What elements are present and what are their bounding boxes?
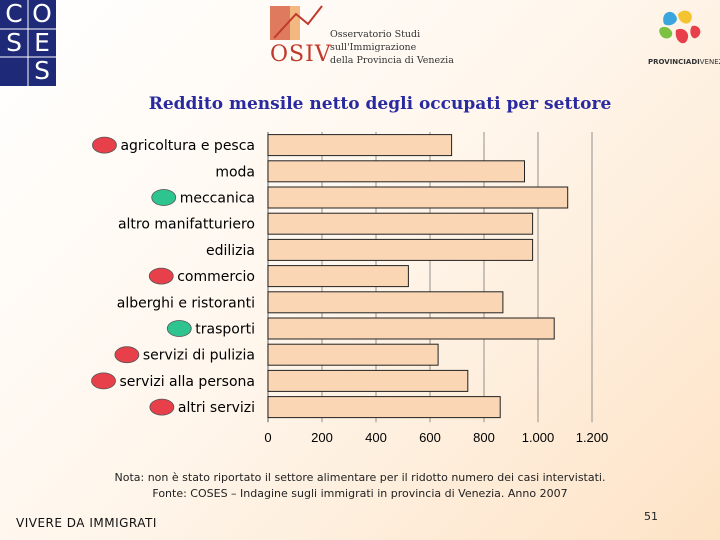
- osiv-line-3: della Provincia di Venezia: [330, 55, 454, 66]
- osiv-line-2: sull'Immigrazione: [330, 42, 417, 53]
- coses-letter-c: C: [5, 0, 23, 28]
- category-label: moda: [215, 164, 255, 180]
- osiv-word: OSIV: [270, 42, 332, 67]
- category-marker-icon: [151, 189, 177, 206]
- x-tick-label: 600: [419, 430, 441, 445]
- x-tick-label: 800: [473, 430, 495, 445]
- page-number: 51: [644, 510, 658, 523]
- category-marker-icon: [91, 372, 116, 390]
- category-label: edilizia: [206, 243, 255, 259]
- section-footer: VIVERE DA IMMIGRATI: [16, 516, 157, 530]
- bar: [267, 317, 555, 340]
- chart-notes: Nota: non è stato riportato il settore a…: [0, 470, 720, 502]
- bar: [267, 343, 439, 366]
- category-label: commercio: [177, 269, 255, 285]
- coses-letter-s2: S: [34, 56, 50, 85]
- x-tick-label: 400: [365, 430, 387, 445]
- category-marker-icon: [114, 346, 140, 364]
- bar: [267, 265, 409, 288]
- category-marker-icon: [148, 267, 174, 285]
- bar-chart: 0 200 400 600 800 1.000 1.200 agricoltura e pes…: [91, 132, 609, 445]
- x-tick-label: 1.200: [576, 430, 609, 445]
- category-marker-icon: [149, 398, 175, 416]
- category-label: altri servizi: [178, 400, 255, 416]
- provincia-name-bold: PROVINCIADI: [648, 58, 700, 66]
- bar: [267, 212, 534, 235]
- coses-letter-o: O: [32, 0, 52, 28]
- provincia-name-normal: VENEZIA: [699, 58, 720, 66]
- bar: [267, 238, 534, 261]
- category-marker-icon: [166, 320, 192, 337]
- coses-grid-lines: [0, 0, 56, 86]
- provincia-logo: PROVINCIADIVENEZIA: [646, 4, 720, 68]
- category-label: servizi alla persona: [120, 374, 255, 390]
- x-tick-label: 200: [311, 430, 333, 445]
- osiv-logo: OSIV Osservatorio Studi sull'Immigrazion…: [268, 4, 454, 68]
- category-label: agricoltura e pesca: [120, 138, 255, 154]
- osiv-description: Osservatorio Studi sull'Immigrazione del…: [330, 28, 454, 67]
- chart-note: Nota: non è stato riportato il settore a…: [114, 471, 606, 484]
- category-label: servizi di pulizia: [143, 348, 255, 364]
- category-marker-icon: [92, 136, 117, 154]
- category-label: meccanica: [180, 191, 255, 207]
- provincia-mark-icon: [659, 10, 701, 44]
- chart-source: Fonte: COSES – Indagine sugli immigrati …: [152, 487, 568, 500]
- bar: [267, 396, 501, 419]
- provincia-name: PROVINCIADIVENEZIA: [648, 58, 720, 66]
- category-label: alberghi e ristoranti: [117, 295, 255, 311]
- coses-logo: C O S E S: [0, 0, 56, 86]
- coses-letter-e: E: [34, 28, 50, 57]
- category-label: trasporti: [195, 322, 255, 338]
- coses-letter-s: S: [6, 28, 22, 57]
- bar: [267, 134, 453, 157]
- osiv-mark-icon: [270, 5, 323, 40]
- bar: [267, 369, 469, 392]
- x-tick-label: 0: [264, 430, 271, 445]
- chart-title: Reddito mensile netto degli occupati per…: [148, 94, 612, 114]
- bar: [267, 160, 525, 183]
- bar: [267, 186, 569, 209]
- x-tick-label: 1.000: [522, 430, 555, 445]
- osiv-line-1: Osservatorio Studi: [330, 29, 421, 40]
- bar: [267, 291, 504, 314]
- category-label: altro manifatturiero: [118, 217, 255, 233]
